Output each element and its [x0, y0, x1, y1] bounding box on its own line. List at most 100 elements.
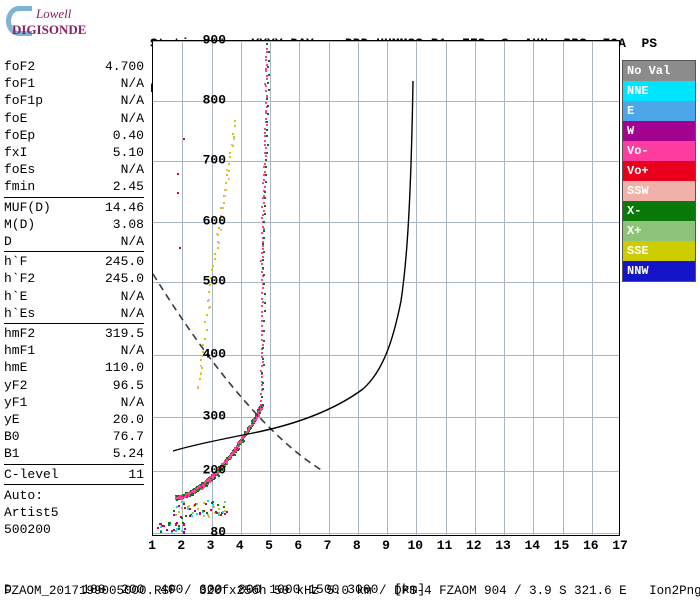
- param-row-foep: foEp 0.40: [4, 127, 144, 144]
- trace-point: [231, 144, 233, 146]
- trace-point: [217, 247, 219, 249]
- trace-point: [265, 56, 267, 58]
- param-label: foEp: [4, 127, 35, 144]
- trace-point: [208, 291, 210, 293]
- trace-point: [261, 232, 263, 234]
- gridline-vertical-6: [299, 41, 300, 535]
- gridline-vertical-4: [241, 41, 242, 535]
- trace-point: [265, 68, 267, 70]
- param-label: foEs: [4, 161, 35, 178]
- trace-point: [168, 524, 170, 526]
- trace-point: [183, 532, 185, 534]
- trace-point: [267, 144, 269, 146]
- legend-item-x: X-: [623, 201, 695, 221]
- trace-point: [266, 95, 268, 97]
- trace-point: [265, 174, 267, 176]
- trace-point: [210, 509, 212, 511]
- trace-point: [261, 334, 263, 336]
- trace-point: [263, 202, 265, 204]
- param-label: yF2: [4, 377, 27, 394]
- gridline-vertical-15: [563, 41, 564, 535]
- trace-point: [261, 384, 263, 386]
- trace-point: [223, 506, 225, 508]
- trace-point: [200, 359, 202, 361]
- param-row-mufd: MUF(D) 14.46: [4, 199, 144, 216]
- trace-point: [262, 287, 264, 289]
- trace-point: [263, 237, 265, 239]
- gridline-vertical-8: [358, 41, 359, 535]
- trace-point: [262, 267, 264, 269]
- trace-point: [232, 451, 234, 453]
- trace-point: [200, 365, 202, 367]
- trace-point: [263, 320, 265, 322]
- param-label: B1: [4, 445, 20, 462]
- trace-point: [233, 138, 235, 140]
- param-value: 11: [128, 466, 144, 483]
- param-row-hf: h`F 245.0: [4, 253, 144, 270]
- trace-point: [225, 182, 227, 184]
- xtick-label-1: 1: [148, 538, 156, 553]
- trace-point: [262, 404, 264, 406]
- trace-point: [266, 64, 268, 66]
- trace-point: [218, 508, 220, 510]
- param-row-fof1p: foF1p N/A: [4, 92, 144, 109]
- trace-point: [224, 501, 226, 503]
- trace-point: [208, 299, 210, 301]
- trace-point: [260, 400, 262, 402]
- trace-point: [264, 293, 266, 295]
- param-row-yf1: yF1 N/A: [4, 394, 144, 411]
- trace-point: [179, 247, 181, 249]
- trace-point: [265, 102, 267, 104]
- param-value: N/A: [121, 342, 144, 359]
- trace-point: [265, 166, 267, 168]
- legend-item-vo: Vo+: [623, 161, 695, 181]
- trace-point: [261, 298, 263, 300]
- param-value: N/A: [121, 233, 144, 250]
- param-value: N/A: [121, 92, 144, 109]
- param-label: h`F2: [4, 270, 35, 287]
- trace-point: [211, 269, 213, 271]
- param-label: B0: [4, 428, 20, 445]
- ytick-label-500: 500: [203, 274, 226, 289]
- param-value: 5.24: [113, 445, 144, 462]
- trace-point: [214, 258, 216, 260]
- param-row-d: D N/A: [4, 233, 144, 250]
- param-value: 245.0: [105, 270, 144, 287]
- lowell-digisonde-logo: Lowell DIGISONDE: [6, 4, 146, 38]
- trace-point: [266, 98, 268, 100]
- trace-point: [261, 352, 263, 354]
- param-label: foF1p: [4, 92, 43, 109]
- trace-point: [263, 210, 265, 212]
- trace-point: [261, 325, 263, 327]
- param-value: 0.40: [113, 127, 144, 144]
- trace-point: [263, 283, 265, 285]
- param-value: 20.0: [113, 411, 144, 428]
- param-value: N/A: [121, 75, 144, 92]
- trace-point: [261, 396, 263, 398]
- trace-point: [200, 372, 202, 374]
- trace-point: [262, 241, 264, 243]
- panel-divider: [4, 251, 144, 252]
- trace-point: [261, 305, 263, 307]
- gridline-vertical-2: [182, 41, 183, 535]
- xtick-label-13: 13: [495, 538, 511, 553]
- ytick-label-400: 400: [203, 347, 226, 362]
- trace-point: [262, 182, 264, 184]
- param-row-ye: yE 20.0: [4, 411, 144, 428]
- trace-point: [213, 506, 215, 508]
- param-row-fof1: foF1 N/A: [4, 75, 144, 92]
- trace-point: [262, 259, 264, 261]
- trace-point: [217, 504, 219, 506]
- trace-point: [178, 528, 180, 530]
- param-label: foE: [4, 110, 27, 127]
- trace-point: [171, 532, 173, 534]
- file-footer-info: FZAOM_2017199005000.RSF / 320fx256h 50 k…: [4, 584, 700, 598]
- trace-point: [266, 121, 268, 123]
- param-row-he: h`E N/A: [4, 288, 144, 305]
- trace-point: [268, 89, 270, 91]
- xtick-label-11: 11: [437, 538, 453, 553]
- trace-point: [267, 66, 269, 68]
- trace-point: [197, 386, 199, 388]
- trace-point: [262, 248, 264, 250]
- param-value: 245.0: [105, 253, 144, 270]
